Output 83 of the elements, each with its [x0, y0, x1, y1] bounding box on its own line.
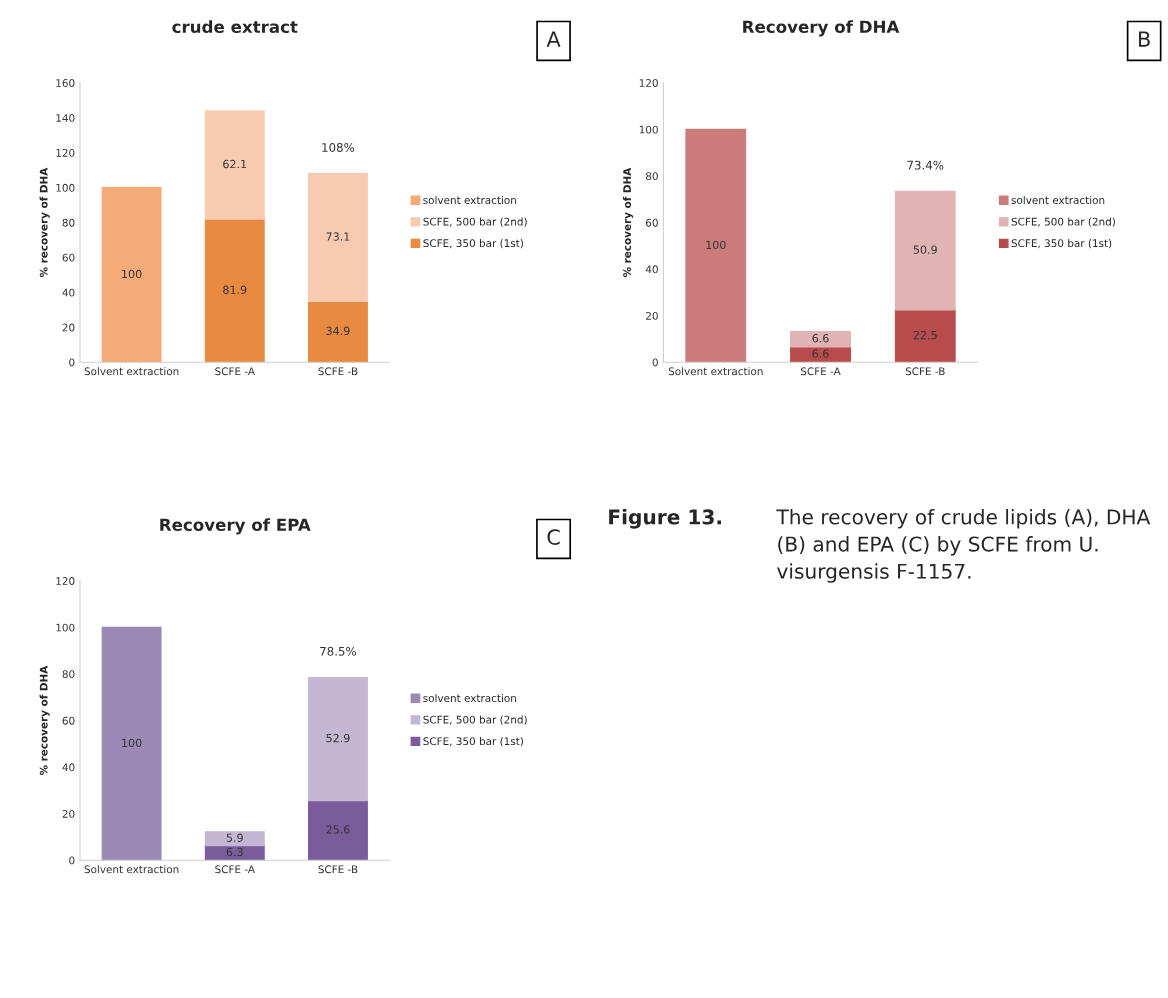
- y-tick-label: 100: [56, 183, 75, 192]
- legend-label: SCFE, 350 bar (1st): [423, 239, 523, 249]
- x-tick-label: SCFE -A: [215, 367, 255, 376]
- legend-label: SCFE, 350 bar (1st): [1011, 239, 1112, 249]
- y-axis-title: % recovery of DHA: [39, 665, 50, 776]
- y-axis-title: % recovery of DHA: [39, 167, 50, 278]
- y-tick-label: 20: [62, 809, 75, 818]
- total-label: 108%: [322, 142, 355, 152]
- total-label: 73.4%: [907, 160, 944, 170]
- data-label: 6.6: [812, 334, 829, 343]
- bar: [204, 110, 265, 220]
- x-tick-label: Solvent extraction: [84, 367, 179, 376]
- data-label: 5.9: [226, 833, 243, 842]
- y-tick-label: 20: [646, 311, 658, 320]
- text: C: [547, 529, 560, 545]
- text: The recovery of crude lipids (A), DHA (B) and EPA (C) by SCFE from U. visurgensis F-1157.: [776, 508, 1151, 583]
- data-label: 34.9: [326, 326, 350, 336]
- y-tick-label: 0: [652, 358, 658, 367]
- y-axis-title: % recovery of DHA: [622, 167, 634, 278]
- y-tick-label: 120: [56, 577, 75, 585]
- chart-title: Recovery of EPA: [160, 518, 311, 535]
- text: B: [1139, 31, 1150, 47]
- bar: [894, 190, 956, 311]
- bar: [101, 187, 162, 363]
- data-label: 100: [706, 240, 726, 250]
- y-tick-label: 160: [56, 79, 75, 87]
- y-tick-label: 60: [62, 253, 75, 262]
- total-label: 78.5%: [320, 646, 357, 656]
- x-tick-label: SCFE -B: [905, 367, 945, 376]
- legend-label: solvent extraction: [423, 195, 516, 205]
- bar: [307, 676, 368, 802]
- y-tick-label: 120: [639, 79, 658, 87]
- data-label: 52.9: [326, 733, 350, 743]
- bar: [204, 831, 265, 847]
- data-label: 100: [122, 269, 142, 279]
- y-tick-label: 40: [62, 288, 75, 297]
- y-tick-label: 100: [639, 125, 658, 134]
- x-tick-label: Solvent extraction: [84, 865, 179, 874]
- bar: [101, 626, 162, 861]
- legend-label: SCFE, 500 bar (2nd): [1011, 217, 1115, 227]
- data-label: 22.5: [913, 330, 937, 340]
- data-label: 25.6: [326, 825, 350, 834]
- y-tick-label: 0: [69, 358, 75, 367]
- x-tick-label: SCFE -A: [801, 367, 841, 376]
- x-tick-label: SCFE -B: [318, 865, 358, 874]
- chart-title: crude extract: [172, 20, 298, 34]
- y-tick-label: 80: [646, 172, 658, 181]
- caption: Figure 13.: [609, 508, 721, 529]
- legend-label: solvent extraction: [1011, 195, 1105, 205]
- legend-label: SCFE, 500 bar (2nd): [423, 715, 527, 725]
- y-tick-label: 20: [62, 323, 75, 332]
- y-tick-label: 100: [56, 623, 75, 632]
- y-tick-label: 40: [62, 763, 75, 772]
- x-tick-label: Solvent extraction: [668, 367, 763, 376]
- bar: [204, 218, 265, 363]
- bar: [307, 173, 368, 302]
- data-label: 50.9: [913, 245, 937, 254]
- y-tick-label: 40: [645, 265, 658, 274]
- y-tick-label: 120: [56, 148, 75, 157]
- y-tick-label: 60: [62, 716, 75, 725]
- bar: [307, 800, 368, 861]
- chart-title: Recovery of DHA: [743, 20, 900, 37]
- bar: [685, 128, 747, 363]
- data-label: 6.3: [226, 847, 243, 857]
- data-label: 62.1: [223, 159, 247, 169]
- legend-label: SCFE, 350 bar (1st): [423, 737, 523, 747]
- text: A: [546, 31, 561, 47]
- y-tick-label: 80: [62, 670, 75, 679]
- data-label: 100: [122, 738, 142, 748]
- bar: [307, 300, 368, 363]
- y-tick-label: 140: [56, 113, 75, 122]
- y-tick-label: 0: [69, 856, 75, 865]
- x-tick-label: SCFE -A: [215, 865, 255, 874]
- data-label: 6.6: [812, 349, 829, 358]
- data-label: 81.9: [223, 285, 247, 294]
- legend-label: solvent extraction: [423, 693, 516, 703]
- data-label: 73.1: [326, 232, 350, 241]
- bar: [790, 330, 851, 348]
- x-tick-label: SCFE -B: [318, 367, 358, 376]
- bar: [894, 309, 956, 363]
- y-tick-label: 60: [646, 218, 658, 227]
- legend-label: SCFE, 500 bar (2nd): [423, 217, 527, 227]
- y-tick-label: 80: [62, 218, 75, 227]
